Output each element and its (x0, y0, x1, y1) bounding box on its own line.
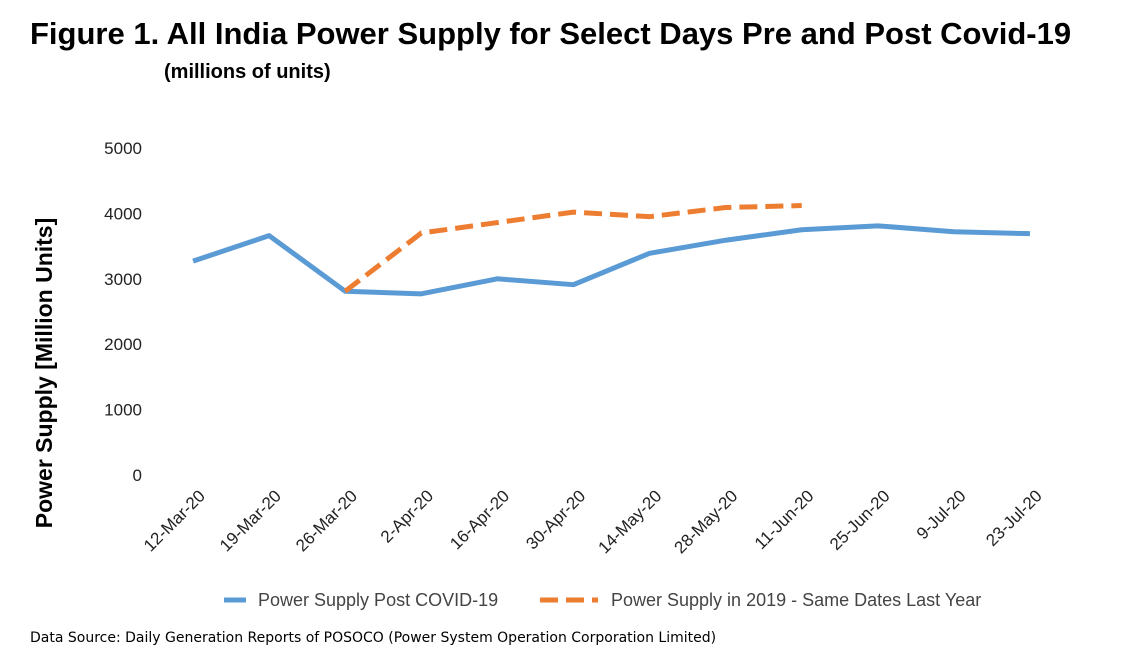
y-tick-label: 0 (133, 466, 142, 485)
x-tick-label: 30-Apr-20 (522, 486, 589, 553)
legend-label-2019: Power Supply in 2019 - Same Dates Last Y… (611, 590, 981, 610)
y-tick-label: 4000 (104, 204, 142, 223)
series-line-post-covid (192, 223, 1031, 297)
y-tick-label: 1000 (104, 401, 142, 420)
x-tick-label: 23-Jul-20 (982, 486, 1046, 550)
x-tick-label: 28-May-20 (671, 486, 742, 557)
y-axis-ticks: 0 1000 2000 3000 4000 5000 (104, 139, 142, 485)
series-line-2019 (343, 203, 802, 294)
x-tick-label: 9-Jul-20 (913, 486, 970, 543)
legend-label-post-covid: Power Supply Post COVID-19 (258, 590, 498, 610)
data-source-note: Data Source: Daily Generation Reports of… (30, 630, 717, 646)
x-axis-ticks: 12-Mar-20 19-Mar-20 26-Mar-20 2-Apr-20 16-Ap… (140, 486, 1046, 557)
x-tick-label: 19-Mar-20 (216, 486, 285, 555)
y-axis-label: Power Supply [Million Units] (31, 218, 57, 529)
y-tick-label: 5000 (104, 139, 142, 158)
chart-title: Figure 1. All India Power Supply for Sel… (30, 16, 1072, 51)
series-layer (192, 203, 1031, 297)
x-tick-label: 11-Jun-20 (751, 486, 818, 553)
y-tick-label: 2000 (104, 335, 142, 354)
legend: Power Supply Post COVID-19 Power Supply … (224, 590, 981, 610)
x-tick-label: 16-Apr-20 (446, 486, 513, 553)
y-tick-label: 3000 (104, 270, 142, 289)
chart-subtitle: (millions of units) (164, 61, 331, 83)
x-tick-label: 25-Jun-20 (826, 486, 894, 554)
x-tick-label: 14-May-20 (594, 486, 665, 557)
x-tick-label: 2-Apr-20 (377, 486, 437, 546)
x-tick-label: 12-Mar-20 (140, 486, 209, 555)
x-tick-label: 26-Mar-20 (292, 486, 361, 555)
